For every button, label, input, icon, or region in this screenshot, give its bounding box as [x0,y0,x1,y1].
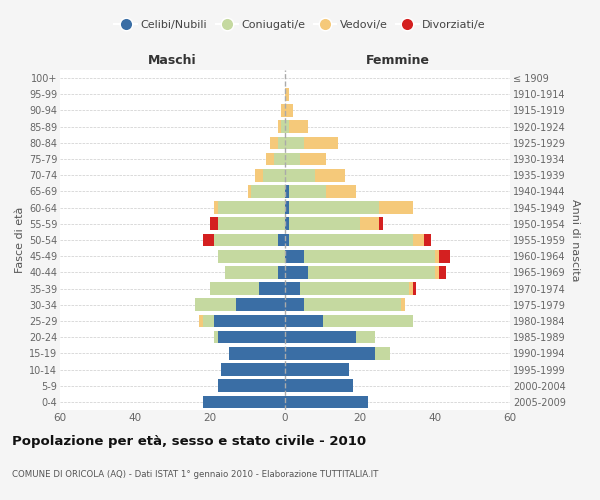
Bar [304,298,401,311]
Bar [195,298,236,311]
Bar [285,331,356,344]
Bar [424,234,431,246]
Bar [214,331,218,344]
Y-axis label: Fasce di età: Fasce di età [14,207,25,273]
Bar [285,314,323,328]
Bar [248,185,251,198]
Bar [289,185,326,198]
Bar [281,104,285,117]
Bar [285,169,315,181]
Bar [203,396,285,408]
Legend: Celibi/Nubili, Coniugati/e, Vedovi/e, Divorziati/e: Celibi/Nubili, Coniugati/e, Vedovi/e, Di… [110,16,490,34]
Bar [289,202,379,214]
Bar [285,120,289,133]
Bar [259,282,285,295]
Bar [289,234,413,246]
Bar [285,380,353,392]
Bar [308,266,435,278]
Bar [304,136,337,149]
Bar [356,331,375,344]
Bar [285,396,367,408]
Bar [218,218,285,230]
Bar [214,314,285,328]
Bar [435,266,439,278]
Bar [375,347,390,360]
Bar [435,250,439,262]
Bar [413,282,416,295]
Bar [379,202,413,214]
Text: Popolazione per età, sesso e stato civile - 2010: Popolazione per età, sesso e stato civil… [12,435,366,448]
Bar [300,152,326,166]
Bar [203,314,214,328]
Bar [326,185,356,198]
Bar [285,202,289,214]
Bar [277,136,285,149]
Bar [285,282,300,295]
Bar [210,218,218,230]
Bar [289,218,360,230]
Bar [218,250,285,262]
Bar [255,169,263,181]
Y-axis label: Anni di nascita: Anni di nascita [570,198,580,281]
Text: Maschi: Maschi [148,54,197,67]
Bar [409,282,413,295]
Bar [214,202,218,214]
Bar [360,218,379,230]
Bar [285,185,289,198]
Bar [218,331,285,344]
Bar [277,234,285,246]
Bar [210,282,259,295]
Bar [218,202,285,214]
Bar [236,298,285,311]
Bar [323,314,413,328]
Bar [379,218,383,230]
Bar [285,218,289,230]
Bar [285,104,293,117]
Bar [285,136,304,149]
Bar [229,347,285,360]
Bar [285,234,289,246]
Bar [274,152,285,166]
Text: COMUNE DI ORICOLA (AQ) - Dati ISTAT 1° gennaio 2010 - Elaborazione TUTTITALIA.IT: COMUNE DI ORICOLA (AQ) - Dati ISTAT 1° g… [12,470,379,479]
Bar [270,136,277,149]
Bar [285,250,304,262]
Bar [439,266,446,278]
Bar [285,347,375,360]
Bar [300,282,409,295]
Bar [281,120,285,133]
Text: Femmine: Femmine [365,54,430,67]
Bar [277,266,285,278]
Bar [304,250,435,262]
Bar [315,169,345,181]
Bar [221,363,285,376]
Bar [285,88,289,101]
Bar [218,380,285,392]
Bar [203,234,214,246]
Bar [289,120,308,133]
Bar [285,298,304,311]
Bar [285,266,308,278]
Bar [401,298,405,311]
Bar [439,250,450,262]
Bar [214,234,277,246]
Bar [413,234,424,246]
Bar [225,266,277,278]
Bar [266,152,274,166]
Bar [277,120,281,133]
Bar [263,169,285,181]
Bar [285,152,300,166]
Bar [199,314,203,328]
Bar [251,185,285,198]
Bar [285,363,349,376]
